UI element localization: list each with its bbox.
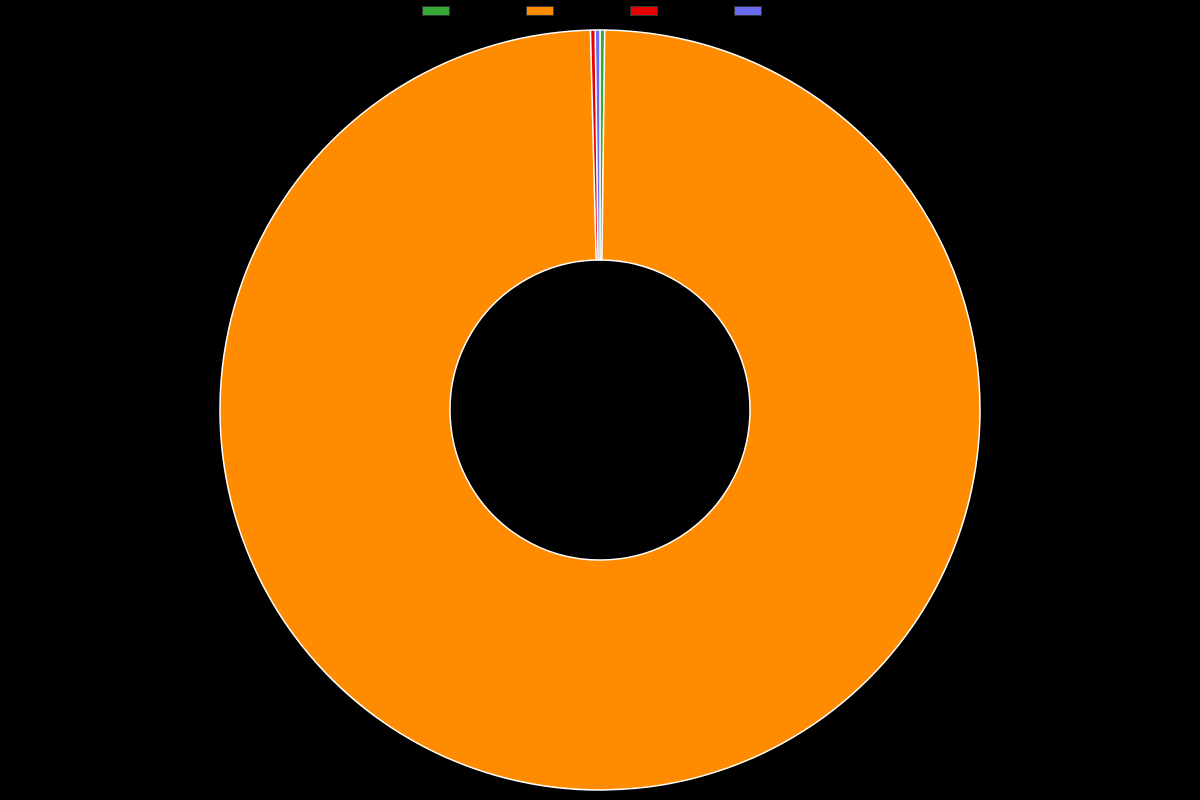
legend-item-2 — [630, 6, 674, 16]
legend-item-0 — [422, 6, 466, 16]
legend-item-3 — [734, 6, 778, 16]
legend-swatch-0 — [422, 6, 450, 16]
chart-stage — [0, 0, 1200, 800]
donut-chart-container — [0, 20, 1200, 800]
legend — [0, 6, 1200, 16]
donut-chart — [0, 20, 1200, 800]
legend-item-1 — [526, 6, 570, 16]
legend-swatch-1 — [526, 6, 554, 16]
legend-swatch-3 — [734, 6, 762, 16]
legend-swatch-2 — [630, 6, 658, 16]
